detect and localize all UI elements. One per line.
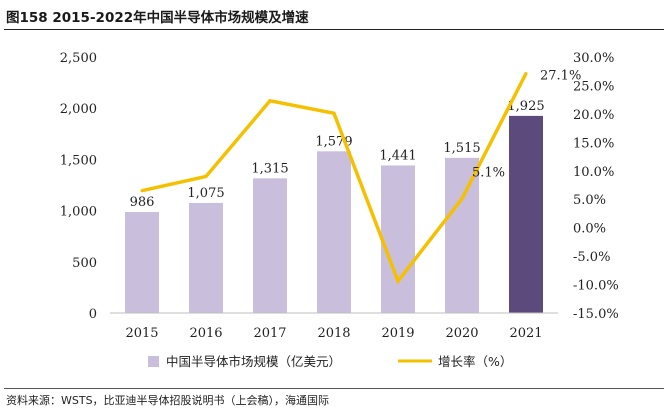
- source-rule: [4, 388, 664, 389]
- y-left-tick: 0: [89, 307, 97, 322]
- y-left-tick: 500: [72, 256, 97, 271]
- x-tick-2015: 2015: [125, 326, 158, 341]
- y-left-tick: 2,000: [60, 102, 97, 117]
- title-rule: [4, 29, 664, 30]
- growth-point-2021: [524, 71, 528, 75]
- y-right-tick: 0.0%: [573, 222, 606, 237]
- bar-2021: [509, 115, 543, 313]
- legend-label-line: 增长率（%）: [438, 354, 512, 369]
- growth-label-2021: 27.1%: [540, 68, 581, 83]
- bar-2017: [253, 178, 287, 313]
- y-right-tick: 10.0%: [573, 165, 614, 180]
- y-right-tick: 30.0%: [573, 51, 614, 66]
- growth-point-2015: [140, 189, 144, 193]
- legend-swatch-bar: [148, 356, 159, 367]
- y-right-tick: 25.0%: [573, 79, 614, 94]
- growth-point-2018: [332, 111, 336, 115]
- bar-2016: [189, 202, 223, 313]
- growth-point-2017: [268, 99, 272, 103]
- y-right-tick: -10.0%: [573, 279, 619, 294]
- bar-2019: [381, 165, 415, 313]
- y-right-tick: -15.0%: [573, 307, 619, 322]
- growth-point-2020: [460, 197, 464, 201]
- x-tick-2020: 2020: [445, 326, 478, 341]
- y-right-tick: -5.0%: [573, 250, 610, 265]
- x-tick-2021: 2021: [509, 326, 542, 341]
- growth-point-2019: [396, 279, 400, 283]
- bar-2015: [125, 212, 159, 313]
- y-left-tick: 2,500: [60, 51, 97, 66]
- bar-value-label-2017: 1,315: [251, 161, 288, 176]
- x-tick-2017: 2017: [253, 326, 286, 341]
- x-tick-2018: 2018: [317, 326, 350, 341]
- bar-2020: [445, 157, 479, 313]
- growth-label-2020: 5.1%: [472, 166, 505, 181]
- source-note: 资料来源：WSTS，比亚迪半导体招股说明书（上会稿），海通国际: [6, 394, 330, 407]
- y-left-tick: 1,500: [60, 153, 97, 168]
- bar-value-label-2019: 1,441: [379, 148, 416, 163]
- figure-title: 图158 2015-2022年中国半导体市场规模及增速: [6, 10, 309, 26]
- y-right-tick: 5.0%: [573, 193, 606, 208]
- legend: 中国半导体市场规模（亿美元） 增长率（%）: [148, 354, 512, 369]
- x-tick-2016: 2016: [189, 326, 222, 341]
- y-right-tick: 20.0%: [573, 108, 614, 123]
- bar-value-label-2020: 1,515: [443, 141, 480, 156]
- growth-point-2016: [204, 174, 208, 178]
- legend-label-bar: 中国半导体市场规模（亿美元）: [166, 354, 341, 369]
- y-left-tick: 1,000: [60, 205, 97, 220]
- y-right-tick: 15.0%: [573, 136, 614, 151]
- bar-value-label-2021: 1,925: [507, 99, 544, 114]
- bar-value-label-2015: 986: [130, 195, 155, 210]
- bar-2018: [317, 151, 351, 313]
- bar-value-label-2016: 1,075: [187, 186, 224, 201]
- x-tick-2019: 2019: [381, 326, 414, 341]
